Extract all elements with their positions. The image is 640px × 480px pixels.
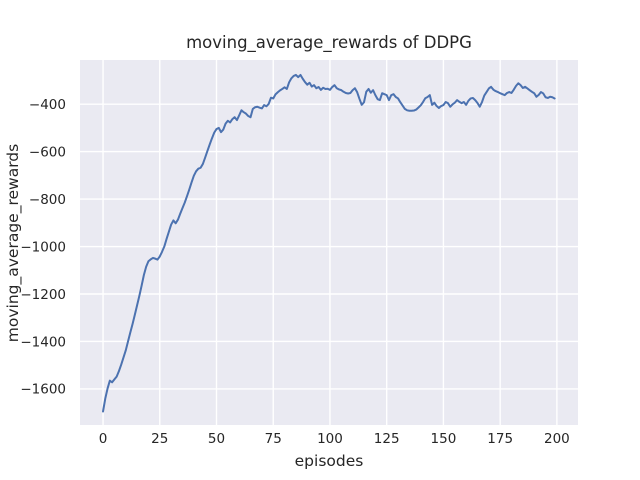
y-tick-label: −1200 [20,287,66,303]
y-tick-label: −800 [29,192,66,208]
plot-area [80,60,578,425]
x-tick-label: 100 [317,431,343,447]
y-axis-label: moving_average_rewards [4,144,23,342]
y-tick-label: −600 [29,144,66,160]
x-axis-label: episodes [295,452,364,470]
x-tick-label: 0 [99,431,108,447]
reward-curve [102,73,556,413]
tick-labels-layer: 0 25 50 75 100 125 150 175 200 −400 −600 −800 −1000 −… [20,97,569,447]
y-tick-label: −1400 [20,334,66,350]
x-tick-label: 25 [151,431,168,447]
y-tick-label: −400 [29,97,66,113]
x-tick-label: 75 [265,431,282,447]
grid-layer [80,60,578,425]
x-tick-label: 175 [487,431,513,447]
series-layer [102,73,556,413]
x-tick-label: 200 [544,431,570,447]
x-tick-label: 125 [374,431,400,447]
x-tick-label: 50 [208,431,225,447]
y-tick-label: −1000 [20,239,66,255]
chart-title: moving_average_rewards of DDPG [186,33,472,53]
x-tick-label: 150 [431,431,457,447]
y-tick-label: −1600 [20,382,66,398]
